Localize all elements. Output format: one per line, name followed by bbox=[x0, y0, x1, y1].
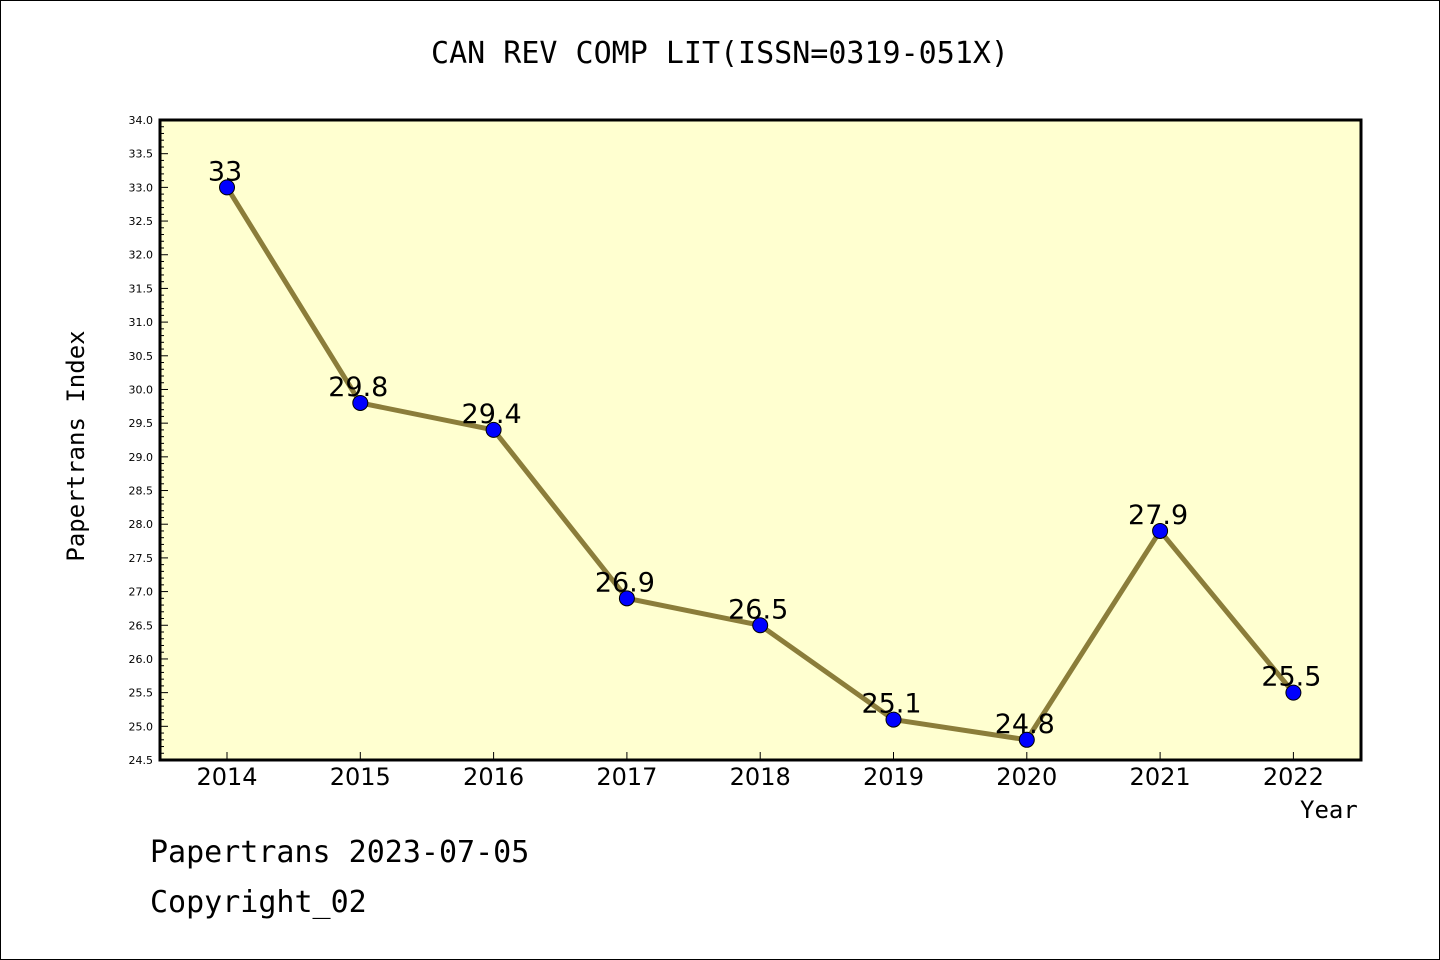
x-tick-label: 2019 bbox=[863, 763, 924, 791]
y-tick-label: 31.5 bbox=[129, 282, 154, 295]
data-point bbox=[1152, 522, 1169, 539]
y-tick-label: 33.5 bbox=[129, 148, 154, 161]
data-label: 29.4 bbox=[462, 399, 522, 430]
plot-area bbox=[160, 120, 1361, 760]
footer-copyright: Copyright_02 bbox=[150, 885, 367, 920]
x-tick-label: 2022 bbox=[1263, 763, 1324, 791]
x-tick-label: 2015 bbox=[330, 763, 391, 791]
y-tick-label: 26.5 bbox=[129, 619, 154, 632]
data-point bbox=[1285, 684, 1302, 701]
data-point bbox=[885, 711, 902, 728]
data-point bbox=[352, 394, 369, 411]
data-point bbox=[219, 179, 235, 196]
plot-border bbox=[158, 118, 1363, 762]
y-tick-label: 30.0 bbox=[129, 383, 154, 396]
y-tick-label: 25.5 bbox=[129, 687, 154, 700]
y-tick-label: 34.0 bbox=[129, 114, 154, 127]
y-tick-label: 32.0 bbox=[129, 249, 154, 262]
y-tick-label: 26.0 bbox=[129, 653, 154, 666]
data-label: 24.8 bbox=[995, 709, 1055, 740]
data-label: 25.5 bbox=[1261, 662, 1321, 693]
y-tick-label: 28.0 bbox=[129, 518, 154, 531]
y-tick-label: 31.0 bbox=[129, 316, 154, 329]
data-point bbox=[485, 421, 502, 438]
footer-date: Papertrans 2023-07-05 bbox=[150, 835, 530, 870]
data-point bbox=[1018, 731, 1035, 748]
x-axis-label: Year bbox=[1300, 796, 1358, 824]
y-tick-label: 33.0 bbox=[129, 181, 154, 194]
x-tick-label: 2016 bbox=[463, 763, 524, 791]
y-tick-label: 29.5 bbox=[129, 417, 154, 430]
x-tick-label: 2014 bbox=[196, 763, 257, 791]
y-tick-label: 32.5 bbox=[129, 215, 154, 228]
data-label: 33 bbox=[208, 156, 242, 187]
y-tick-label: 27.5 bbox=[129, 552, 154, 565]
data-point bbox=[618, 590, 635, 607]
data-label: 25.1 bbox=[861, 689, 921, 720]
x-tick-label: 2020 bbox=[996, 763, 1057, 791]
data-label: 26.9 bbox=[595, 567, 655, 598]
x-tick-label: 2017 bbox=[596, 763, 657, 791]
y-tick-label: 29.0 bbox=[129, 451, 154, 464]
y-tick-label: 24.5 bbox=[129, 754, 154, 767]
y-tick-label: 30.5 bbox=[129, 350, 154, 363]
y-tick-label: 27.0 bbox=[129, 586, 154, 599]
x-tick-label: 2021 bbox=[1130, 763, 1191, 791]
y-tick-label: 28.5 bbox=[129, 485, 154, 498]
data-point bbox=[752, 617, 769, 634]
data-label: 27.9 bbox=[1128, 500, 1188, 531]
x-tick-label: 2018 bbox=[730, 763, 791, 791]
data-label: 29.8 bbox=[328, 372, 388, 403]
y-tick-label: 25.0 bbox=[129, 720, 154, 733]
data-label: 26.5 bbox=[728, 594, 788, 625]
chart-title: CAN REV COMP LIT(ISSN=0319-051X) bbox=[431, 36, 1009, 71]
